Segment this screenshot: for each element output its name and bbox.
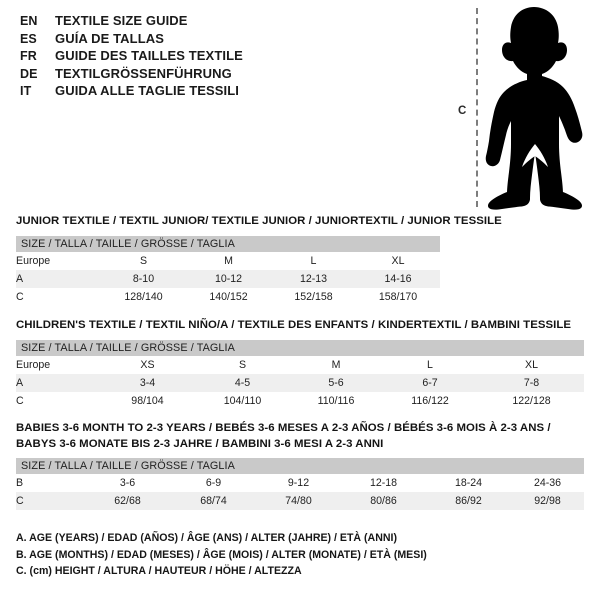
cell-value: 18-24 (426, 474, 511, 492)
table-row: B 3-6 6-9 9-12 12-18 18-24 24-36 (16, 474, 585, 492)
row-label: C (16, 492, 84, 510)
cell-value: 10-12 (186, 269, 271, 288)
table-band-row: SIZE / TALLA / TAILLE / GRÖSSE / TAGLIA (16, 339, 585, 356)
child-silhouette-icon (485, 7, 583, 210)
cell-value: 8-10 (101, 269, 186, 288)
legend-line-a: A. AGE (YEARS) / EDAD (AÑOS) / ÂGE (ANS)… (16, 532, 397, 544)
section-title-junior: JUNIOR TEXTILE / TEXTIL JUNIOR/ TEXTILE … (16, 215, 502, 227)
cell-value: 5-6 (291, 373, 381, 392)
section-children: CHILDREN'S TEXTILE / TEXTIL NIÑO/A / TEX… (16, 318, 585, 410)
row-label: B (16, 474, 84, 492)
cell-value: XL (356, 251, 441, 270)
language-title: TEXTILE SIZE GUIDE (55, 13, 188, 28)
cell-value: 98/104 (101, 391, 194, 410)
size-table-children: SIZE / TALLA / TAILLE / GRÖSSE / TAGLIA … (16, 339, 585, 410)
cell-value: 68/74 (171, 492, 256, 510)
section-title-babies-line1: BABIES 3-6 MONTH TO 2-3 YEARS / BEBÉS 3-… (16, 422, 551, 434)
table-row: C 98/104 104/110 110/116 116/122 122/128 (16, 391, 585, 410)
cell-value: 6-7 (381, 373, 479, 392)
cell-value: 3-4 (101, 373, 194, 392)
language-code: FR (20, 49, 37, 63)
language-title: GUIDA ALLE TAGLIE TESSILI (55, 83, 240, 98)
cell-value: 14-16 (356, 269, 441, 288)
row-label: C (16, 391, 101, 410)
row-label: A (16, 373, 101, 392)
cell-value: 3-6 (84, 474, 171, 492)
language-row-it: IT GUIDA ALLE TAGLIE TESSILI (20, 82, 440, 100)
cell-value: 86/92 (426, 492, 511, 510)
table-row: A 3-4 4-5 5-6 6-7 7-8 (16, 373, 585, 392)
band-label: SIZE / TALLA / TAILLE / GRÖSSE / TAGLIA (16, 235, 441, 252)
table-band-row: SIZE / TALLA / TAILLE / GRÖSSE / TAGLIA (16, 235, 441, 252)
cell-value: 152/158 (271, 287, 356, 306)
cell-value: 9-12 (256, 474, 341, 492)
language-row-en: EN TEXTILE SIZE GUIDE (20, 12, 440, 30)
size-table-junior: SIZE / TALLA / TAILLE / GRÖSSE / TAGLIA … (16, 235, 441, 306)
legend-line-c: C. (cm) HEIGHT / ALTURA / HAUTEUR / HÖHE… (16, 565, 302, 577)
row-label: A (16, 269, 101, 288)
cell-value: 116/122 (381, 391, 479, 410)
cell-value: 80/86 (341, 492, 426, 510)
language-row-fr: FR GUIDE DES TAILLES TEXTILE (20, 47, 440, 65)
cell-value: M (186, 251, 271, 270)
cell-value: S (194, 355, 291, 374)
table-row: Europe S M L XL (16, 251, 441, 270)
band-label: SIZE / TALLA / TAILLE / GRÖSSE / TAGLIA (16, 458, 585, 474)
table-band-row: SIZE / TALLA / TAILLE / GRÖSSE / TAGLIA (16, 458, 585, 474)
language-code: IT (20, 84, 32, 98)
row-label: Europe (16, 355, 101, 374)
section-title-babies-line2: BABYS 3-6 MONATE BIS 2-3 JAHRE / BAMBINI… (16, 437, 384, 450)
language-title: GUIDE DES TAILLES TEXTILE (55, 48, 243, 63)
cell-value: 12-13 (271, 269, 356, 288)
legend-line-b: B. AGE (MONTHS) / EDAD (MESES) / ÂGE (MO… (16, 548, 427, 561)
cell-value: 92/98 (511, 492, 585, 510)
cell-value: L (271, 251, 356, 270)
cell-value: 74/80 (256, 492, 341, 510)
cell-value: 12-18 (341, 474, 426, 492)
cell-value: 7-8 (479, 373, 585, 392)
size-table-babies: SIZE / TALLA / TAILLE / GRÖSSE / TAGLIA … (16, 458, 585, 510)
table-row: C 62/68 68/74 74/80 80/86 86/92 92/98 (16, 492, 585, 510)
language-title-list: EN TEXTILE SIZE GUIDE ES GUÍA DE TALLAS … (20, 12, 440, 100)
table-row: C 128/140 140/152 152/158 158/170 (16, 287, 441, 306)
language-title: TEXTILGRÖSSENFÜHRUNG (55, 65, 232, 81)
cell-value: XS (101, 355, 194, 374)
language-row-de: DE TEXTILGRÖSSENFÜHRUNG (20, 65, 440, 83)
cell-value: 24-36 (511, 474, 585, 492)
section-babies: BABIES 3-6 MONTH TO 2-3 YEARS / BEBÉS 3-… (16, 421, 585, 510)
cell-value: 158/170 (356, 287, 441, 306)
band-label: SIZE / TALLA / TAILLE / GRÖSSE / TAGLIA (16, 339, 585, 356)
language-code: EN (20, 14, 38, 28)
table-row: A 8-10 10-12 12-13 14-16 (16, 269, 441, 288)
language-title: GUÍA DE TALLAS (55, 30, 165, 46)
height-measurement-figure: C (450, 0, 600, 215)
height-measure-label: C (458, 105, 467, 117)
table-row: Europe XS S M L XL (16, 355, 585, 374)
cell-value: S (101, 251, 186, 270)
cell-value: 104/110 (194, 391, 291, 410)
height-dashed-line (476, 8, 478, 207)
cell-value: 128/140 (101, 287, 186, 306)
cell-value: L (381, 355, 479, 374)
section-title-children: CHILDREN'S TEXTILE / TEXTIL NIÑO/A / TEX… (16, 319, 572, 331)
cell-value: XL (479, 355, 585, 374)
cell-value: 140/152 (186, 287, 271, 306)
row-label: C (16, 287, 101, 306)
cell-value: 4-5 (194, 373, 291, 392)
legend-block: A. AGE (YEARS) / EDAD (AÑOS) / ÂGE (ANS)… (16, 530, 576, 580)
section-junior: JUNIOR TEXTILE / TEXTIL JUNIOR/ TEXTILE … (16, 214, 502, 306)
cell-value: 62/68 (84, 492, 171, 510)
cell-value: M (291, 355, 381, 374)
cell-value: 110/116 (291, 391, 381, 410)
language-row-es: ES GUÍA DE TALLAS (20, 30, 440, 48)
language-code: DE (20, 66, 38, 81)
cell-value: 122/128 (479, 391, 585, 410)
cell-value: 6-9 (171, 474, 256, 492)
row-label: Europe (16, 251, 101, 270)
language-code: ES (20, 31, 37, 46)
